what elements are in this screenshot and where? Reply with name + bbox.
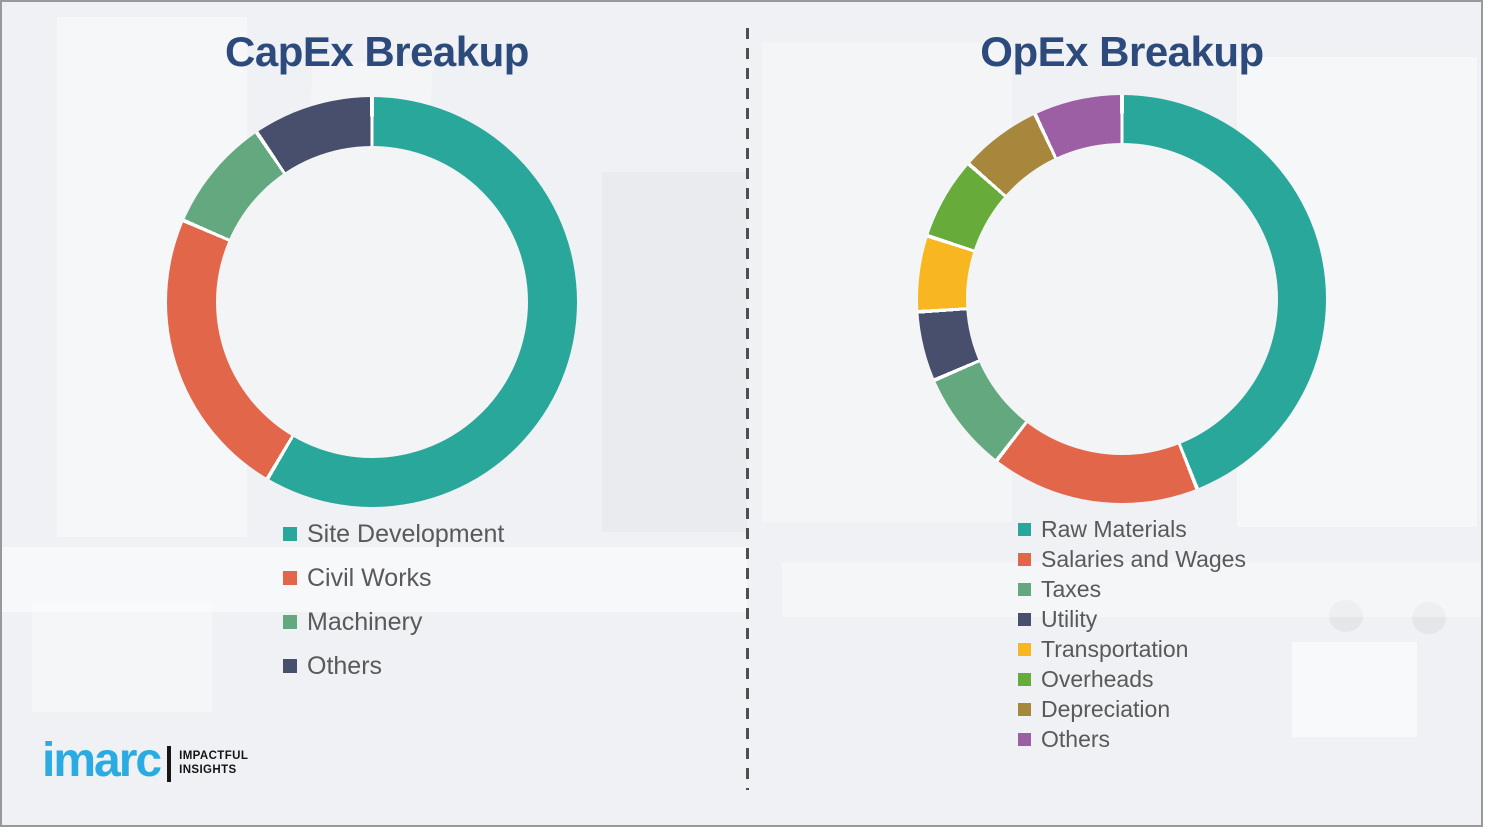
bg-shape xyxy=(782,562,1481,617)
legend-swatch xyxy=(283,571,297,585)
logo-divider-bar xyxy=(167,746,172,782)
logo-tagline-line1: IMPACTFUL xyxy=(179,750,249,763)
legend-item: Civil Works xyxy=(283,556,504,600)
legend-label: Depreciation xyxy=(1041,695,1171,722)
capex-donut-chart xyxy=(167,97,577,507)
legend-item: Others xyxy=(283,644,504,688)
legend-swatch xyxy=(283,527,297,541)
legend-swatch xyxy=(1018,642,1031,656)
capex-donut-hole xyxy=(216,146,528,458)
bg-shape xyxy=(32,602,212,712)
legend-label: Site Development xyxy=(307,519,505,548)
logo-tagline: IMPACTFUL INSIGHTS xyxy=(179,750,248,778)
legend-item: Raw Materials xyxy=(1018,514,1246,544)
legend-swatch xyxy=(283,659,297,673)
opex-donut-hole xyxy=(966,143,1278,455)
bg-shape xyxy=(2,547,747,612)
capex-chart-title: CapEx Breakup xyxy=(225,28,529,75)
legend-item: Utility xyxy=(1018,604,1246,634)
legend-swatch xyxy=(1018,612,1031,626)
bg-shape xyxy=(1292,642,1417,737)
legend-label: Salaries and Wages xyxy=(1041,545,1246,572)
legend-item: Others xyxy=(1018,724,1246,754)
legend-item: Machinery xyxy=(283,600,504,644)
legend-item: Taxes xyxy=(1018,574,1246,604)
imarc-logo-text: imarc xyxy=(42,734,162,787)
legend-label: Machinery xyxy=(307,607,423,636)
legend-label: Taxes xyxy=(1041,575,1102,602)
logo-tagline-line2: INSIGHTS xyxy=(179,764,237,776)
legend-item: Site Development xyxy=(283,512,504,556)
capex-legend: Site Development Civil Works Machinery Othe… xyxy=(283,512,504,688)
legend-swatch xyxy=(283,615,297,629)
opex-chart-title: OpEx Breakup xyxy=(980,28,1264,75)
legend-swatch xyxy=(1018,522,1031,536)
bg-shape xyxy=(602,172,747,532)
legend-label: Others xyxy=(1041,725,1111,752)
legend-swatch xyxy=(1018,732,1031,746)
legend-swatch xyxy=(1018,582,1031,596)
opex-legend: Raw Materials Salaries and Wages Taxes Util… xyxy=(1018,514,1246,754)
legend-label: Transportation xyxy=(1041,635,1189,662)
opex-donut-chart xyxy=(918,95,1326,503)
legend-label: Raw Materials xyxy=(1041,515,1187,542)
legend-label: Others xyxy=(307,651,383,680)
bg-shape xyxy=(1412,602,1446,634)
legend-label: Civil Works xyxy=(307,563,432,592)
legend-swatch xyxy=(1018,672,1031,686)
vertical-dashed-divider xyxy=(746,28,749,790)
legend-label: Utility xyxy=(1041,605,1098,632)
legend-item: Transportation xyxy=(1018,634,1246,664)
legend-item: Depreciation xyxy=(1018,694,1246,724)
legend-item: Overheads xyxy=(1018,664,1246,694)
legend-item: Salaries and Wages xyxy=(1018,544,1246,574)
legend-swatch xyxy=(1018,702,1031,716)
legend-label: Overheads xyxy=(1041,665,1154,692)
imarc-logo: imarc IMPACTFUL INSIGHTS xyxy=(42,737,248,785)
legend-swatch xyxy=(1018,552,1031,566)
bg-shape xyxy=(1329,600,1363,632)
